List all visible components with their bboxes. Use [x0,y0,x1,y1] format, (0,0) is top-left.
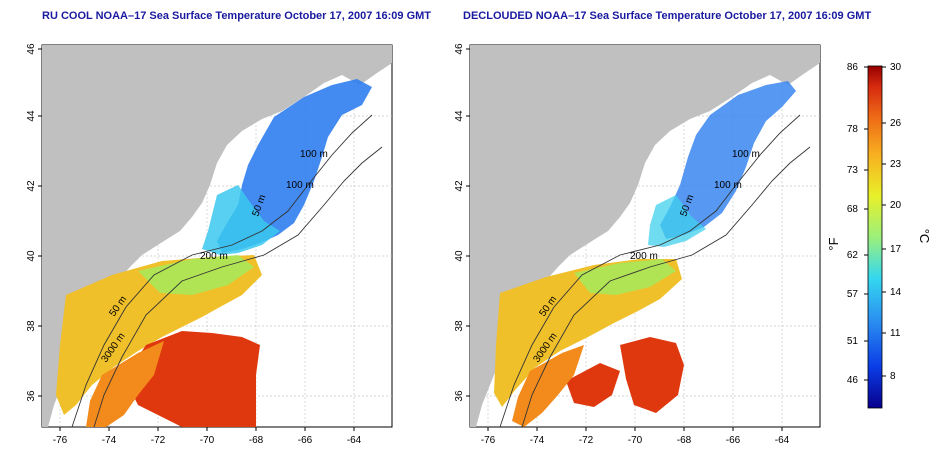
y-tick-label: 46 [454,43,465,55]
fahrenheit-tick-label: 51 [847,336,859,347]
y-tick-label: 38 [26,320,37,332]
sst-green-region [574,259,676,295]
x-tick-label: -74 [530,435,545,446]
x-tick-label: -74 [102,435,117,446]
x-tick-label: -72 [579,435,594,446]
isobath-contour [71,114,373,428]
sst-hot-region [620,337,684,413]
fahrenheit-tick-label: 73 [847,165,859,176]
land-mass [42,45,392,427]
y-tick-label: 46 [26,43,37,55]
sst-cool-region [202,185,280,255]
x-tick-label: -70 [628,435,643,446]
celsius-tick-label: 23 [890,159,902,170]
x-tick-label: -68 [677,435,692,446]
sst-cold-region [217,79,372,253]
x-tick-label: -76 [53,435,68,446]
right-panel-title: DECLOUDED NOAA–17 Sea Surface Temperatur… [463,10,872,22]
celsius-tick-label: 14 [890,287,902,298]
x-tick-label: -70 [200,435,215,446]
celsius-tick-label: 8 [890,371,896,382]
x-tick-label: -76 [481,435,496,446]
celsius-axis-label: °C [917,229,932,244]
y-axis-ticks: 36 38 40 42 44 46 [26,43,42,402]
fahrenheit-tick-label: 68 [847,204,859,215]
contour-label: 100 m [714,180,742,191]
temperature-colorbar: °F °C 86 78 73 68 62 57 51 46 30 26 23 20 17 14 11 8 [826,62,932,409]
x-axis-ticks: -76 -74 -72 -70 -68 -66 -64 [53,427,362,446]
isobath-contour-deep [93,146,383,428]
fahrenheit-ticks: 86 78 73 68 62 57 51 46 [847,62,868,386]
isobath-contour [499,114,801,428]
sst-hot-region [128,331,260,427]
y-axis-ticks: 36 38 40 42 44 46 [454,43,470,402]
x-tick-label: -68 [249,435,264,446]
y-tick-label: 40 [26,250,37,262]
celsius-tick-label: 26 [890,118,902,129]
y-tick-label: 36 [26,390,37,402]
x-tick-label: -64 [775,435,790,446]
contour-label: 100 m [300,149,328,160]
celsius-tick-label: 11 [890,328,901,339]
celsius-tick-label: 30 [890,62,902,73]
fahrenheit-tick-label: 46 [847,375,859,386]
sst-hot-region [566,363,620,407]
colorbar-gradient [867,65,883,409]
right-map-panel: 100 m 100 m 50 m 200 m 50 m 3000 m -76 -7… [454,43,821,446]
left-panel-title: RU COOL NOAA–17 Sea Surface Temperature … [42,10,432,22]
sst-cold-region [660,81,796,239]
sst-orange-band [86,341,164,427]
y-tick-label: 40 [454,250,465,262]
celsius-tick-label: 20 [890,200,902,211]
contour-label: 200 m [200,251,228,262]
y-tick-label: 38 [454,320,465,332]
contour-label: 100 m [286,180,314,191]
y-tick-label: 44 [454,110,465,122]
celsius-tick-label: 17 [890,244,902,255]
sst-cool-region [648,195,706,247]
y-tick-label: 44 [26,110,37,122]
sst-warm-region [494,259,682,407]
celsius-ticks: 30 26 23 20 17 14 11 8 [882,62,902,382]
x-tick-label: -72 [151,435,166,446]
land-mass [470,45,820,427]
sst-warm-region [56,255,262,415]
fahrenheit-tick-label: 78 [847,124,859,135]
left-map-panel: 100 m 100 m 50 m 200 m 50 m 3000 m -76 -7… [26,43,393,446]
fahrenheit-tick-label: 62 [847,250,859,261]
contour-label: 200 m [630,251,658,262]
y-tick-label: 42 [26,180,37,192]
contour-label: 100 m [732,149,760,160]
fahrenheit-tick-label: 86 [847,62,859,73]
sst-green-region [138,255,254,295]
isobath-contour-deep [521,146,811,428]
x-tick-label: -66 [298,435,313,446]
x-tick-label: -66 [726,435,741,446]
y-tick-label: 42 [454,180,465,192]
y-tick-label: 36 [454,390,465,402]
x-axis-ticks: -76 -74 -72 -70 -68 -66 -64 [481,427,790,446]
x-tick-label: -64 [347,435,362,446]
fahrenheit-tick-label: 57 [847,289,859,300]
sst-orange-band [512,345,584,427]
fahrenheit-axis-label: °F [826,237,841,250]
